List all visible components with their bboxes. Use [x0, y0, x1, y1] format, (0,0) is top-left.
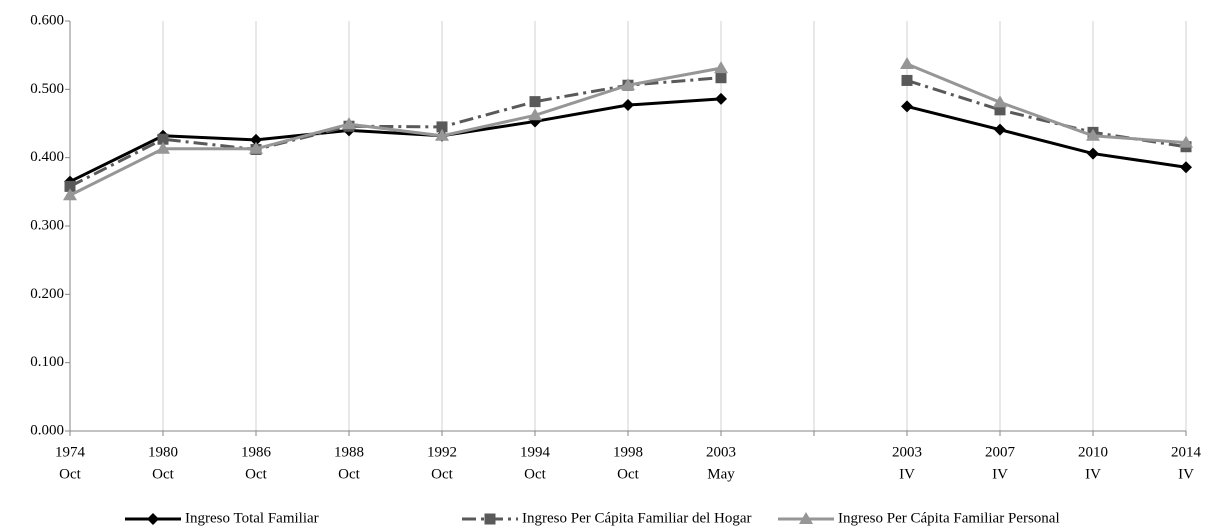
marker: [901, 100, 913, 113]
marker: [529, 96, 541, 108]
marker: [900, 57, 914, 70]
marker: [249, 141, 263, 154]
x-tick-label: Oct: [617, 466, 639, 482]
legend-marker: [484, 513, 496, 525]
x-tick-label: 2010: [1078, 444, 1108, 460]
x-tick-label: Oct: [245, 466, 267, 482]
x-tick-label: 2007: [985, 444, 1016, 460]
series-line: [69, 76, 1187, 188]
x-tick-label: IV: [899, 466, 915, 482]
x-tick-label: IV: [1178, 466, 1194, 482]
y-tick-label: 0.400: [30, 149, 64, 165]
x-tick-label: 1992: [427, 444, 457, 460]
marker: [64, 180, 76, 192]
marker: [436, 121, 448, 133]
marker: [1179, 135, 1193, 148]
x-tick-label: Oct: [524, 466, 546, 482]
marker: [994, 123, 1006, 136]
marker: [622, 99, 634, 112]
x-tick-label: 1974: [55, 444, 86, 460]
marker: [715, 92, 727, 105]
x-tick-label: Oct: [338, 466, 360, 482]
x-tick-label: 1986: [241, 444, 272, 460]
marker: [1180, 161, 1192, 174]
x-tick-label: 1988: [334, 444, 364, 460]
x-tick-label: 2003: [706, 444, 736, 460]
x-tick-label: Oct: [431, 466, 453, 482]
x-tick-label: 2014: [1171, 444, 1202, 460]
legend-label: Ingreso Per Cápita Familiar del Hogar: [522, 510, 752, 526]
marker: [435, 128, 449, 141]
y-tick-label: 0.300: [30, 217, 64, 233]
x-tick-label: Oct: [152, 466, 174, 482]
series-line: [69, 62, 1187, 197]
marker: [715, 72, 727, 84]
marker: [901, 74, 913, 86]
x-tick-label: 1980: [148, 444, 178, 460]
marker: [528, 108, 542, 121]
legend-marker: [147, 513, 159, 525]
x-tick-label: IV: [1085, 466, 1101, 482]
marker: [1086, 128, 1100, 141]
y-tick-label: 0.000: [30, 422, 64, 438]
y-tick-label: 0.100: [30, 354, 64, 370]
legend-label: Ingreso Total Familiar: [185, 510, 319, 526]
marker: [156, 141, 170, 154]
series-line: [69, 97, 1187, 183]
x-tick-label: 1998: [613, 444, 643, 460]
marker: [157, 133, 169, 145]
legend-marker: [799, 512, 813, 524]
y-tick-label: 0.600: [30, 12, 64, 28]
marker: [993, 95, 1007, 108]
marker: [63, 188, 77, 201]
y-tick-label: 0.200: [30, 286, 64, 302]
marker: [621, 78, 635, 91]
x-tick-label: 2003: [892, 444, 922, 460]
marker: [994, 104, 1006, 116]
x-tick-label: IV: [992, 466, 1008, 482]
x-tick-label: 1994: [520, 444, 551, 460]
y-tick-label: 0.500: [30, 81, 64, 97]
x-tick-label: Oct: [59, 466, 81, 482]
legend-label: Ingreso Per Cápita Familiar Personal: [838, 510, 1060, 526]
marker: [714, 61, 728, 74]
x-tick-label: May: [707, 466, 735, 482]
marker: [1087, 147, 1099, 160]
marker: [342, 117, 356, 130]
marker: [250, 133, 262, 146]
